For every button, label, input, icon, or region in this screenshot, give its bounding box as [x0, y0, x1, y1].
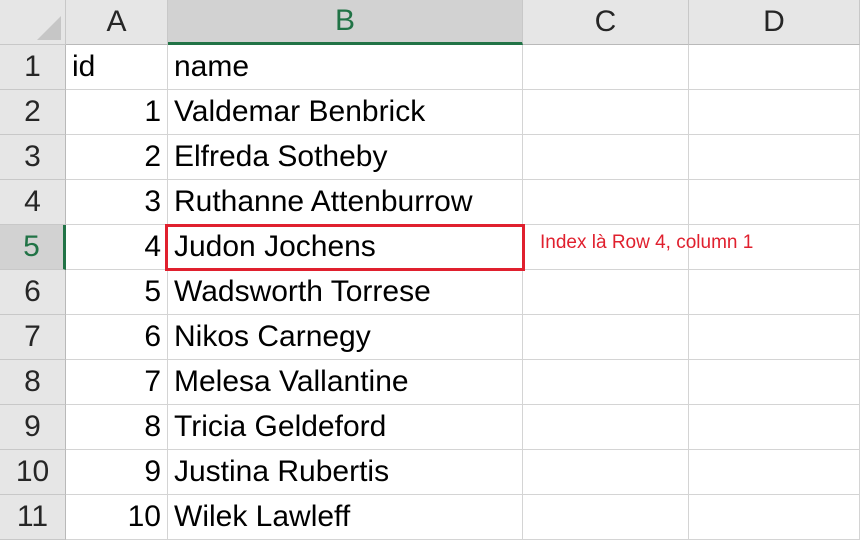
column-header-a[interactable]: A: [66, 0, 168, 45]
cell-c3[interactable]: [523, 135, 689, 180]
column-header-d[interactable]: D: [689, 0, 860, 45]
cell-a1[interactable]: id: [66, 45, 168, 90]
cell-b3[interactable]: Elfreda Sotheby: [168, 135, 523, 180]
column-header-c[interactable]: C: [523, 0, 689, 45]
cell-b11[interactable]: Wilek Lawleff: [168, 495, 523, 540]
cell-c2[interactable]: [523, 90, 689, 135]
cell-d8[interactable]: [689, 360, 860, 405]
cell-b4[interactable]: Ruthanne Attenburrow: [168, 180, 523, 225]
annotation-text: Index là Row 4, column 1: [540, 232, 754, 253]
cell-d10[interactable]: [689, 450, 860, 495]
cell-a11[interactable]: 10: [66, 495, 168, 540]
cell-b2[interactable]: Valdemar Benbrick: [168, 90, 523, 135]
cell-a7[interactable]: 6: [66, 315, 168, 360]
row-header-3[interactable]: 3: [0, 135, 66, 180]
cell-c8[interactable]: [523, 360, 689, 405]
cell-c4[interactable]: [523, 180, 689, 225]
row-header-4[interactable]: 4: [0, 180, 66, 225]
row-header-6[interactable]: 6: [0, 270, 66, 315]
cell-d9[interactable]: [689, 405, 860, 450]
cell-a9[interactable]: 8: [66, 405, 168, 450]
cell-a5[interactable]: 4: [66, 225, 168, 270]
row-header-2[interactable]: 2: [0, 90, 66, 135]
cell-a2[interactable]: 1: [66, 90, 168, 135]
cell-b8[interactable]: Melesa Vallantine: [168, 360, 523, 405]
cell-d7[interactable]: [689, 315, 860, 360]
cell-d2[interactable]: [689, 90, 860, 135]
column-header-b[interactable]: B: [168, 0, 523, 45]
cell-c6[interactable]: [523, 270, 689, 315]
cell-c5[interactable]: [523, 225, 689, 270]
row-header-1[interactable]: 1: [0, 45, 66, 90]
cell-c9[interactable]: [523, 405, 689, 450]
select-all-triangle-icon: [37, 16, 61, 40]
cell-a10[interactable]: 9: [66, 450, 168, 495]
cell-c11[interactable]: [523, 495, 689, 540]
cell-a3[interactable]: 2: [66, 135, 168, 180]
row-header-5[interactable]: 5: [0, 225, 66, 270]
cell-a6[interactable]: 5: [66, 270, 168, 315]
row-header-7[interactable]: 7: [0, 315, 66, 360]
cell-a4[interactable]: 3: [66, 180, 168, 225]
cell-d11[interactable]: [689, 495, 860, 540]
cell-b7[interactable]: Nikos Carnegy: [168, 315, 523, 360]
cell-b6[interactable]: Wadsworth Torrese: [168, 270, 523, 315]
cell-d1[interactable]: [689, 45, 860, 90]
cell-c7[interactable]: [523, 315, 689, 360]
select-all-corner[interactable]: [0, 0, 66, 45]
row-header-11[interactable]: 11: [0, 495, 66, 540]
cell-b1[interactable]: name: [168, 45, 523, 90]
cell-a8[interactable]: 7: [66, 360, 168, 405]
row-header-10[interactable]: 10: [0, 450, 66, 495]
cell-c10[interactable]: [523, 450, 689, 495]
row-header-8[interactable]: 8: [0, 360, 66, 405]
cell-b10[interactable]: Justina Rubertis: [168, 450, 523, 495]
cell-d6[interactable]: [689, 270, 860, 315]
cell-d3[interactable]: [689, 135, 860, 180]
cell-b9[interactable]: Tricia Geldeford: [168, 405, 523, 450]
cell-c1[interactable]: [523, 45, 689, 90]
cell-b5[interactable]: Judon Jochens: [168, 225, 523, 270]
row-header-9[interactable]: 9: [0, 405, 66, 450]
cell-d4[interactable]: [689, 180, 860, 225]
